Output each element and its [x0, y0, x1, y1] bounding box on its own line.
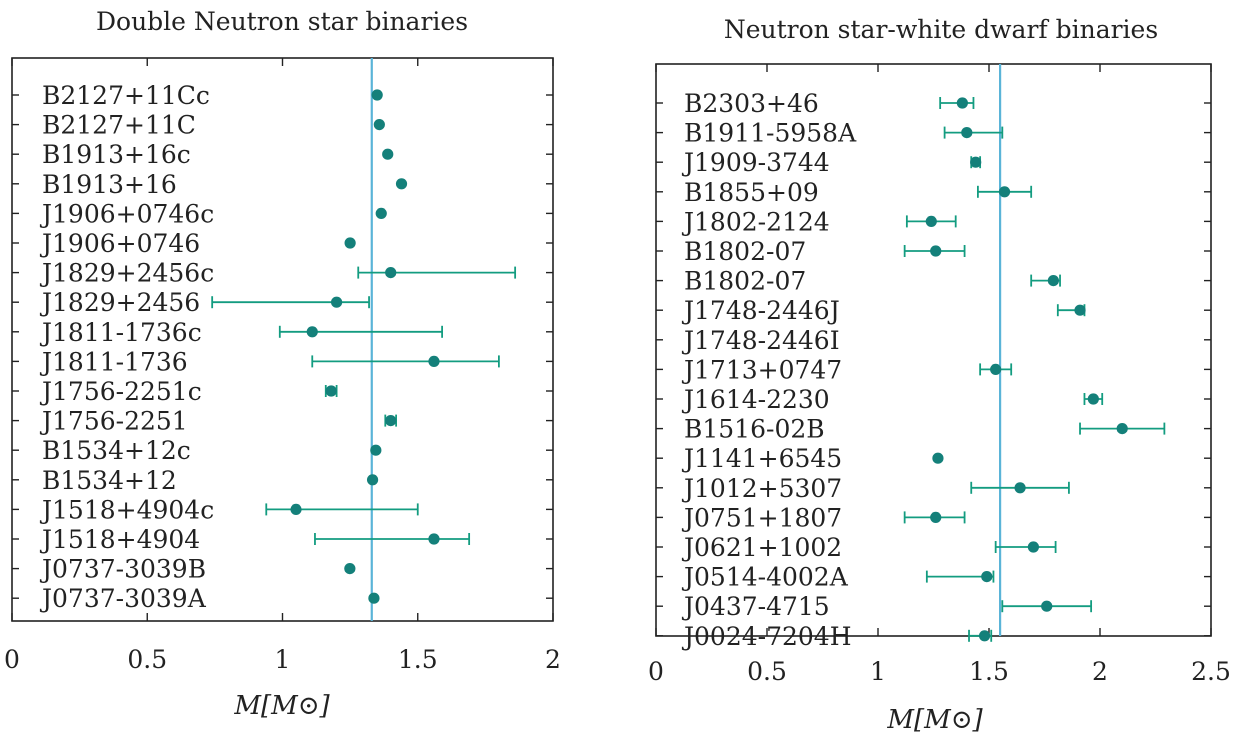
row-label: J1518+4904 [39, 525, 200, 554]
row-label: J1811-1736 [39, 347, 188, 376]
data-point [970, 156, 982, 168]
row-label: J1811-1736c [39, 318, 202, 347]
row-label: J0437-4715 [681, 592, 830, 621]
x-tick-label: 1 [870, 657, 886, 686]
row-label: B1534+12 [42, 466, 177, 495]
data-point [370, 444, 382, 456]
data-point [932, 452, 944, 464]
row-label: J1713+0747 [681, 355, 842, 384]
x-tick-label: 2.5 [1191, 657, 1231, 686]
row-label: J0514-4002A [681, 563, 849, 592]
data-point [1116, 423, 1128, 435]
x-tick-label: 1 [275, 645, 291, 674]
row-label: B1911-5958A [684, 119, 857, 148]
row-label: J1829+2456c [39, 259, 214, 288]
row-label: J1614-2230 [681, 385, 830, 414]
x-tick-label: 1.5 [398, 645, 438, 674]
data-point [981, 571, 993, 583]
data-point [385, 267, 397, 279]
row-label: J1141+6545 [681, 444, 842, 473]
dns-x-axis-label: M[M⊙] [233, 691, 330, 721]
row-label: J1802-2124 [681, 207, 830, 236]
row-label: J1748-2446J [681, 296, 840, 325]
row-label: B2127+11C [42, 111, 196, 140]
data-point [930, 511, 942, 523]
data-point [290, 503, 302, 515]
row-label: B1802-07 [684, 267, 806, 296]
data-point [961, 127, 973, 139]
data-point [371, 89, 383, 101]
nswd-axis-ticks: 0 0.5 1 1.5 2 2.5 [648, 64, 1231, 686]
data-point [382, 148, 394, 160]
row-label: B1913+16 [42, 170, 177, 199]
data-point [990, 363, 1002, 375]
row-label: J1012+5307 [681, 474, 842, 503]
row-label: J0737-3039A [39, 584, 207, 613]
x-tick-label: 2 [545, 645, 561, 674]
dns-data-marks [211, 58, 517, 621]
row-label: B1855+09 [684, 178, 819, 207]
row-label: J1756-2251c [39, 377, 202, 406]
data-point [368, 592, 380, 604]
x-tick-label: 2 [1092, 657, 1108, 686]
row-label: J1906+0746 [39, 229, 200, 258]
nswd-row-labels: B2303+46B1911-5958AJ1909-3744B1855+09J18… [681, 89, 857, 651]
data-point [428, 533, 440, 545]
data-point [1041, 600, 1053, 612]
data-point [1014, 482, 1026, 494]
data-point [306, 326, 318, 338]
data-point [373, 119, 385, 131]
row-label: B2303+46 [684, 89, 819, 118]
nswd-chart-title: Neutron star-white dwarf binaries [724, 15, 1158, 44]
row-label: J1829+2456 [39, 288, 200, 317]
row-label: B1802-07 [684, 237, 806, 266]
data-point [344, 563, 356, 575]
data-point [395, 178, 408, 190]
data-point [325, 385, 337, 397]
x-tick-label: 0 [4, 645, 20, 674]
nswd-plot-frame [655, 63, 1212, 637]
data-point [331, 296, 343, 308]
row-label: B2127+11Cc [42, 81, 210, 110]
row-label: J1748-2446I [681, 326, 840, 355]
nswd-panel: Neutron star-white dwarf binaries 0 0.5 1 1… [648, 15, 1231, 735]
row-label: J0737-3039B [39, 555, 206, 584]
row-label: B1913+16c [42, 140, 191, 169]
data-point [978, 630, 991, 642]
x-tick-label: 0.5 [747, 657, 787, 686]
data-point [428, 355, 440, 367]
nswd-data-marks [903, 64, 1166, 642]
row-label: J1906+0746c [39, 199, 214, 228]
row-label: J1909-3744 [681, 148, 830, 177]
data-point [930, 245, 942, 257]
x-tick-label: 0.5 [127, 645, 167, 674]
row-label: B1516-02B [684, 415, 825, 444]
row-label: J1518+4904c [39, 495, 214, 524]
data-point [1047, 275, 1059, 287]
x-tick-label: 1.5 [969, 657, 1009, 686]
data-point [344, 237, 356, 249]
nswd-x-axis-label: M[M⊙] [886, 705, 983, 735]
data-point [375, 207, 387, 219]
dns-axis-ticks: 0 0.5 1 1.5 2 [4, 58, 561, 674]
dns-chart-title: Double Neutron star binaries [96, 7, 468, 36]
data-point [366, 474, 379, 486]
dns-row-labels: B2127+11CcB2127+11CB1913+16cB1913+16J190… [39, 81, 214, 613]
data-point [1087, 393, 1099, 405]
row-label: J0751+1807 [681, 503, 842, 532]
row-label: J0621+1002 [681, 533, 842, 562]
data-point [385, 415, 397, 427]
data-point [1027, 541, 1039, 553]
dns-panel: Double Neutron star binaries 0 0.5 1 1.5 2 B… [4, 7, 561, 721]
data-point [998, 186, 1011, 198]
row-label: B1534+12c [42, 436, 191, 465]
data-point [1074, 304, 1086, 316]
data-point [925, 215, 937, 227]
x-tick-label: 0 [648, 657, 664, 686]
data-point [956, 97, 968, 109]
row-label: J1756-2251 [39, 407, 188, 436]
row-label: J0024-7204H [681, 622, 852, 651]
